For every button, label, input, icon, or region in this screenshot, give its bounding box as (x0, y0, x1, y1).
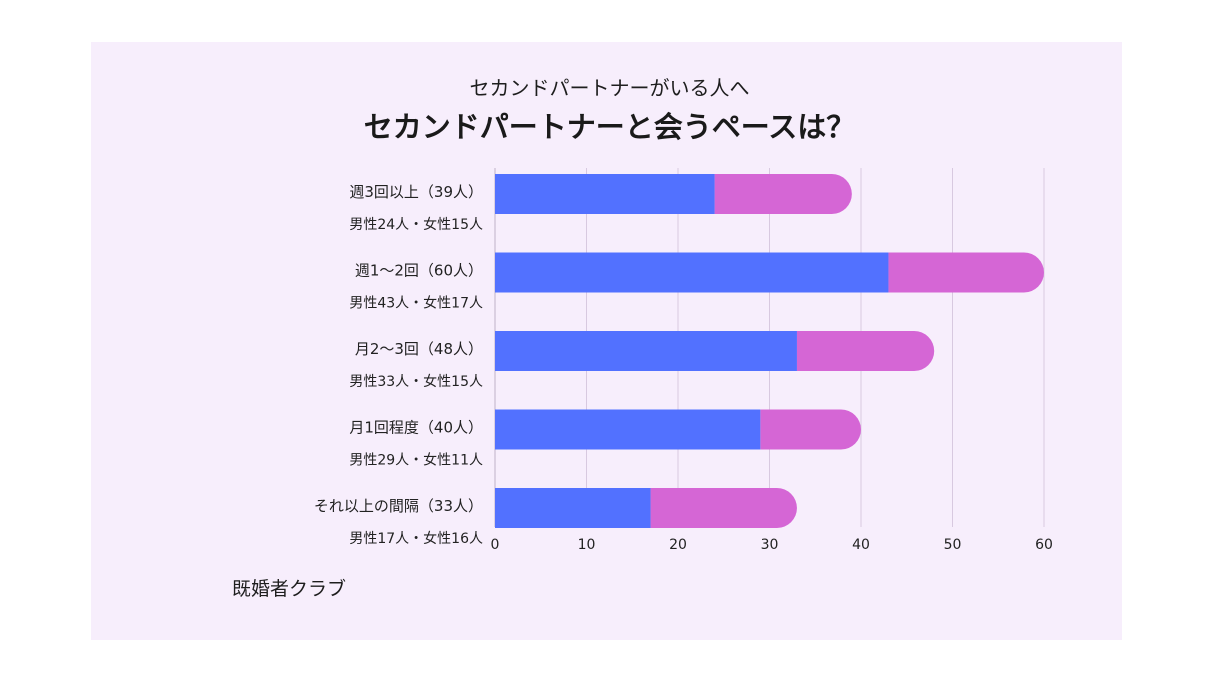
bar-segment-female (714, 174, 852, 214)
category-sublabel: 男性33人・女性15人 (349, 373, 483, 390)
x-tick-label: 20 (669, 537, 687, 553)
category-sublabel: 男性17人・女性16人 (349, 530, 483, 547)
x-tick-label: 0 (491, 537, 500, 553)
bars (495, 174, 1044, 528)
bar-segment-female (888, 252, 1044, 293)
bar-segment-male (495, 409, 761, 450)
bar-segment-male (495, 252, 889, 293)
x-axis-ticks: 0 10 20 30 40 50 60 (491, 537, 1053, 553)
bar-segment-male (495, 174, 715, 214)
category-label: 月1回程度（40人） (349, 419, 483, 437)
bar-segment-female (760, 409, 861, 450)
category-label: 月2～3回（48人） (355, 340, 483, 358)
bar-segment-male (495, 331, 797, 371)
category-sublabel: 男性43人・女性17人 (349, 295, 483, 312)
chart-subtitle: セカンドパートナーがいる人へ (469, 76, 750, 100)
x-tick-label: 60 (1035, 537, 1053, 553)
category-sublabel: 男性24人・女性15人 (349, 216, 483, 233)
category-label: 週1～2回（60人） (355, 262, 483, 280)
x-tick-label: 10 (578, 537, 596, 553)
bar-segment-female (650, 488, 797, 528)
bar-segment-male (495, 488, 651, 528)
chart-title: セカンドパートナーと会うペースは？ (363, 110, 856, 144)
x-tick-label: 50 (944, 537, 962, 553)
category-label: それ以上の間隔（33人） (314, 497, 483, 515)
x-tick-label: 30 (761, 537, 779, 553)
bar-segment-female (796, 331, 935, 371)
x-tick-label: 40 (852, 537, 870, 553)
category-sublabel: 男性29人・女性11人 (349, 452, 483, 469)
category-label: 週3回以上（39人） (349, 183, 483, 201)
source-label: 既婚者クラブ (232, 578, 347, 600)
